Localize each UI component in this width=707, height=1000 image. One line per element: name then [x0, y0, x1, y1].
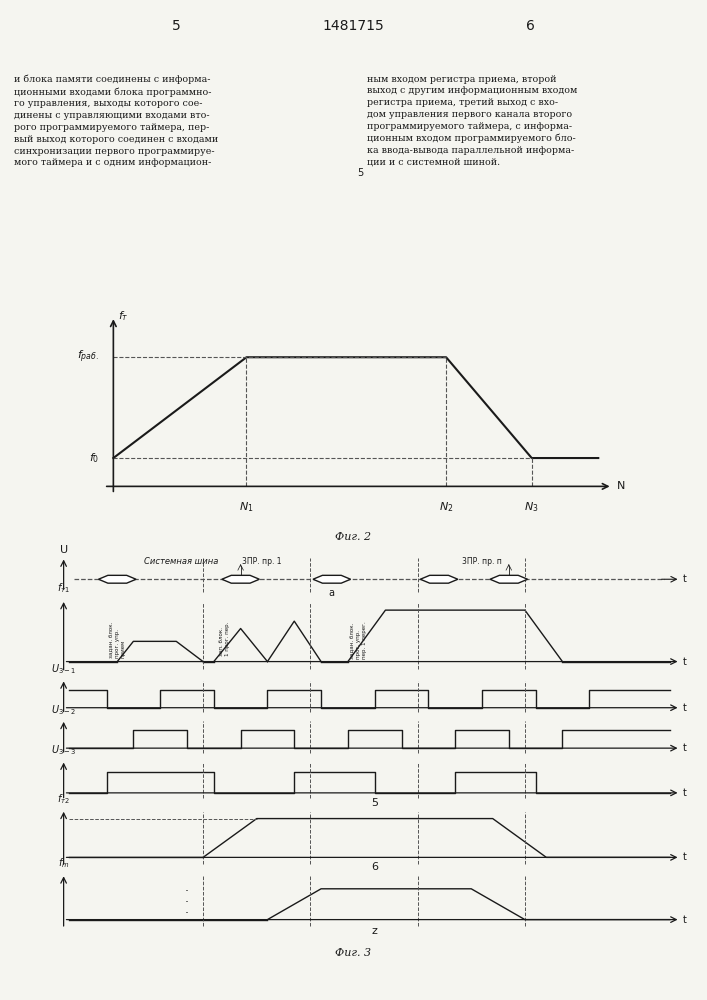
Text: t: t	[683, 657, 687, 667]
Text: и блока памяти соединены с информа-
ционными входами блока программно-
го управл: и блока памяти соединены с информа- цион…	[14, 75, 218, 167]
Text: $f_0$: $f_0$	[89, 451, 99, 465]
Text: .
.
.: . . .	[185, 881, 189, 916]
Text: $N_1$: $N_1$	[239, 501, 254, 514]
Text: 5: 5	[357, 168, 363, 178]
Text: ным входом регистра приема, второй
выход с другим информационным входом
регистра: ным входом регистра приема, второй выход…	[368, 75, 578, 167]
Text: $f_m$: $f_m$	[58, 857, 69, 870]
Text: $f_т$: $f_т$	[118, 309, 129, 323]
Text: $N_3$: $N_3$	[525, 501, 539, 514]
Text: N: N	[617, 481, 626, 491]
Text: z: z	[372, 926, 378, 936]
Text: $U_{3-3}$: $U_{3-3}$	[51, 743, 76, 757]
Text: t: t	[683, 743, 687, 753]
Text: 3ПР. пр. 1: 3ПР. пр. 1	[243, 557, 282, 566]
Text: t: t	[683, 788, 687, 798]
Text: a: a	[329, 588, 335, 598]
Text: U: U	[59, 545, 68, 555]
Text: 5: 5	[173, 19, 181, 33]
Polygon shape	[420, 575, 458, 583]
Polygon shape	[222, 575, 259, 583]
Text: 1481715: 1481715	[322, 19, 385, 33]
Text: $f_{т1}$: $f_{т1}$	[57, 582, 70, 595]
Text: Системная шина: Системная шина	[144, 557, 218, 566]
Text: Фиг. 3: Фиг. 3	[335, 948, 372, 958]
Text: $f_{раб.}$: $f_{раб.}$	[77, 349, 99, 365]
Polygon shape	[98, 575, 136, 583]
Text: $U_{3-2}$: $U_{3-2}$	[51, 703, 76, 717]
Text: 6: 6	[371, 862, 378, 872]
Text: 3ПР. пр. п: 3ПР. пр. п	[462, 557, 502, 566]
Text: задан. блок.
прог. упр.
пер. 1 перег.: задан. блок. прог. упр. пер. 1 перег.	[351, 621, 367, 659]
Text: t: t	[683, 852, 687, 862]
Text: $f_{т2}$: $f_{т2}$	[57, 792, 70, 806]
Text: $U_{3-1}$: $U_{3-1}$	[51, 662, 76, 676]
Polygon shape	[313, 575, 351, 583]
Text: зап. блок.
1 прог. пер.: зап. блок. 1 прог. пер.	[219, 621, 230, 656]
Text: Фиг. 2: Фиг. 2	[335, 532, 372, 542]
Text: задан. блок.
прог. упр.
прием: задан. блок. прог. упр. прием	[109, 621, 126, 658]
Text: t: t	[683, 915, 687, 925]
Polygon shape	[490, 575, 527, 583]
Text: t: t	[683, 703, 687, 713]
Text: t: t	[683, 574, 687, 584]
Text: $N_2$: $N_2$	[439, 501, 453, 514]
Text: 5: 5	[371, 798, 378, 808]
Text: 6: 6	[526, 19, 534, 33]
